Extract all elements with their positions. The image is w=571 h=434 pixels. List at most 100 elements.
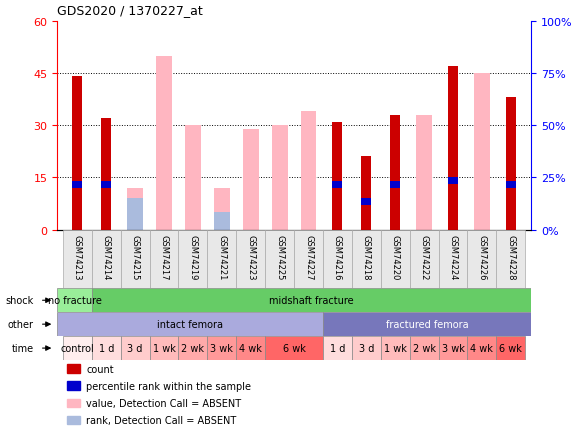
Text: GSM74214: GSM74214: [102, 235, 111, 280]
Bar: [57, 312, 323, 336]
Bar: [323, 230, 352, 289]
Text: GSM74213: GSM74213: [73, 235, 82, 280]
Bar: [236, 336, 265, 360]
Bar: [468, 230, 496, 289]
Bar: [92, 336, 120, 360]
Text: 4 wk: 4 wk: [239, 343, 262, 353]
Text: value, Detection Call = ABSENT: value, Detection Call = ABSENT: [86, 398, 242, 408]
Text: percentile rank within the sample: percentile rank within the sample: [86, 381, 251, 391]
Bar: [352, 230, 381, 289]
Text: GSM74218: GSM74218: [362, 235, 371, 280]
Bar: [185, 126, 201, 230]
Bar: [506, 181, 516, 188]
Bar: [214, 213, 230, 230]
Bar: [236, 230, 265, 289]
Bar: [67, 398, 80, 408]
Bar: [207, 336, 236, 360]
Bar: [101, 181, 111, 188]
Bar: [207, 230, 236, 289]
Bar: [265, 336, 323, 360]
Bar: [332, 181, 343, 188]
Bar: [272, 126, 288, 230]
Text: GSM74220: GSM74220: [391, 235, 400, 280]
Bar: [73, 77, 82, 230]
Text: GSM74217: GSM74217: [159, 235, 168, 280]
Bar: [332, 122, 343, 230]
Bar: [496, 230, 525, 289]
Text: GSM74222: GSM74222: [420, 235, 429, 280]
Text: 2 wk: 2 wk: [182, 343, 204, 353]
Bar: [57, 289, 92, 312]
Text: GSM74216: GSM74216: [333, 235, 342, 280]
Text: GSM74227: GSM74227: [304, 235, 313, 280]
Text: time: time: [12, 343, 34, 353]
Bar: [179, 230, 207, 289]
Text: 3 d: 3 d: [127, 343, 143, 353]
Bar: [323, 336, 352, 360]
Bar: [120, 230, 150, 289]
Bar: [63, 230, 92, 289]
Bar: [409, 336, 439, 360]
Text: GSM74221: GSM74221: [218, 235, 226, 280]
Bar: [127, 188, 143, 230]
Bar: [265, 230, 294, 289]
Text: other: other: [8, 319, 34, 329]
Bar: [474, 74, 490, 230]
Text: GSM74219: GSM74219: [188, 235, 198, 280]
Bar: [300, 112, 316, 230]
Text: 3 wk: 3 wk: [210, 343, 234, 353]
Bar: [67, 416, 80, 424]
Bar: [352, 336, 381, 360]
Bar: [496, 336, 525, 360]
Text: 1 wk: 1 wk: [152, 343, 175, 353]
Bar: [294, 230, 323, 289]
Bar: [361, 199, 371, 206]
Bar: [120, 336, 150, 360]
Text: 6 wk: 6 wk: [500, 343, 522, 353]
Text: GDS2020 / 1370227_at: GDS2020 / 1370227_at: [57, 4, 203, 17]
Bar: [156, 56, 172, 230]
Bar: [448, 178, 458, 185]
Text: midshaft fracture: midshaft fracture: [269, 296, 353, 306]
Bar: [323, 312, 531, 336]
Bar: [73, 181, 82, 188]
Bar: [409, 230, 439, 289]
Text: 1 d: 1 d: [99, 343, 114, 353]
Bar: [439, 230, 468, 289]
Text: GSM74223: GSM74223: [246, 235, 255, 280]
Text: shock: shock: [6, 296, 34, 306]
Bar: [92, 230, 120, 289]
Bar: [101, 119, 111, 230]
Bar: [448, 67, 458, 230]
Text: GSM74226: GSM74226: [477, 235, 486, 280]
Text: 3 wk: 3 wk: [441, 343, 464, 353]
Bar: [390, 115, 400, 230]
Text: 1 d: 1 d: [329, 343, 345, 353]
Text: fractured femora: fractured femora: [385, 319, 468, 329]
Bar: [67, 365, 80, 374]
Text: 1 wk: 1 wk: [384, 343, 407, 353]
Bar: [243, 129, 259, 230]
Bar: [439, 336, 468, 360]
Text: 3 d: 3 d: [359, 343, 374, 353]
Bar: [63, 336, 92, 360]
Text: GSM74224: GSM74224: [448, 235, 457, 280]
Text: GSM74215: GSM74215: [131, 235, 140, 280]
Text: count: count: [86, 364, 114, 374]
Bar: [67, 381, 80, 391]
Text: GSM74225: GSM74225: [275, 235, 284, 280]
Bar: [390, 181, 400, 188]
Text: rank, Detection Call = ABSENT: rank, Detection Call = ABSENT: [86, 415, 237, 425]
Bar: [179, 336, 207, 360]
Bar: [150, 230, 179, 289]
Bar: [416, 115, 432, 230]
Text: 6 wk: 6 wk: [283, 343, 305, 353]
Bar: [468, 336, 496, 360]
Text: intact femora: intact femora: [157, 319, 223, 329]
Text: 4 wk: 4 wk: [471, 343, 493, 353]
Bar: [150, 336, 179, 360]
Bar: [361, 157, 371, 230]
Bar: [381, 336, 409, 360]
Bar: [381, 230, 409, 289]
Text: no fracture: no fracture: [47, 296, 102, 306]
